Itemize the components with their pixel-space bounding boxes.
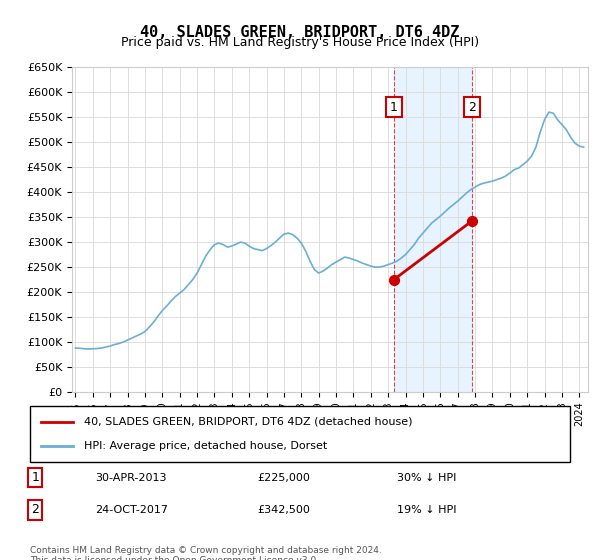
Text: 40, SLADES GREEN, BRIDPORT, DT6 4DZ (detached house): 40, SLADES GREEN, BRIDPORT, DT6 4DZ (det… [84, 417, 413, 427]
Text: Price paid vs. HM Land Registry's House Price Index (HPI): Price paid vs. HM Land Registry's House … [121, 36, 479, 49]
Text: £225,000: £225,000 [257, 473, 310, 483]
Text: 19% ↓ HPI: 19% ↓ HPI [397, 505, 457, 515]
Text: 30% ↓ HPI: 30% ↓ HPI [397, 473, 457, 483]
Text: 1: 1 [31, 471, 40, 484]
Text: 2: 2 [468, 101, 476, 114]
Text: 40, SLADES GREEN, BRIDPORT, DT6 4DZ: 40, SLADES GREEN, BRIDPORT, DT6 4DZ [140, 25, 460, 40]
Text: 24-OCT-2017: 24-OCT-2017 [95, 505, 168, 515]
Bar [394, 67, 472, 392]
Text: HPI: Average price, detached house, Dorset: HPI: Average price, detached house, Dors… [84, 441, 327, 451]
Text: Contains HM Land Registry data © Crown copyright and database right 2024.
This d: Contains HM Land Registry data © Crown c… [30, 546, 382, 560]
Text: 30-APR-2013: 30-APR-2013 [95, 473, 166, 483]
Text: £342,500: £342,500 [257, 505, 310, 515]
Point [389, 275, 399, 284]
Text: 1: 1 [390, 101, 398, 114]
Text: 2: 2 [31, 503, 40, 516]
Point [467, 216, 477, 225]
FancyBboxPatch shape [30, 406, 570, 462]
